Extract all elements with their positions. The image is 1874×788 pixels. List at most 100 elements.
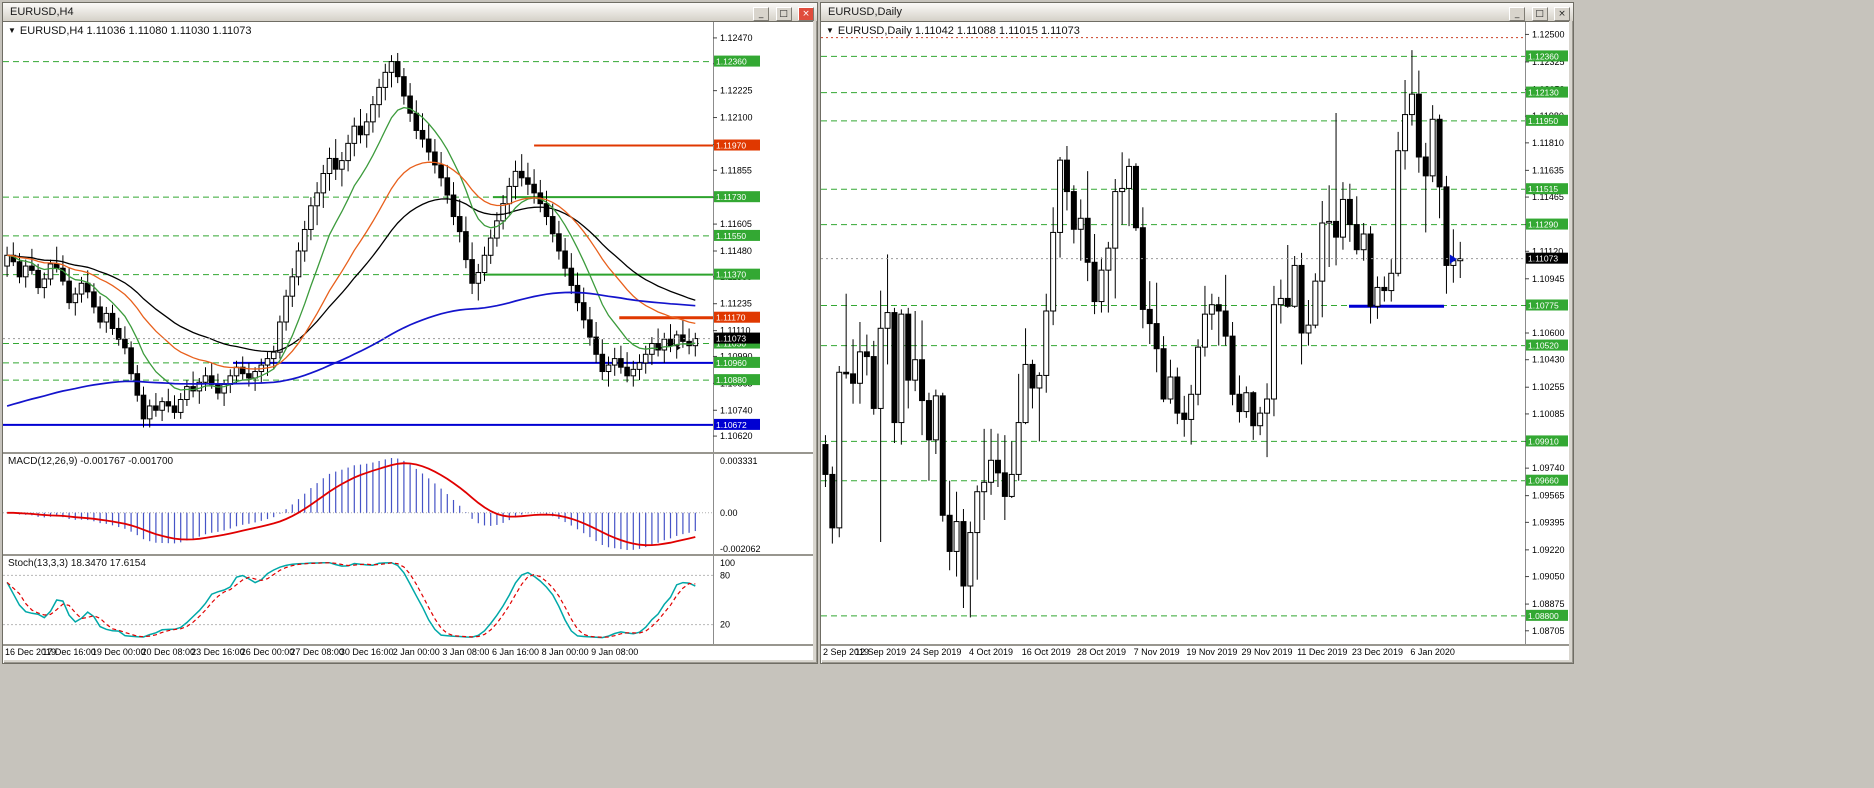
time-label: 24 Sep 2019	[910, 647, 962, 657]
time-label: 6 Jan 16:00	[491, 647, 540, 657]
svg-text:1.09740: 1.09740	[1532, 463, 1565, 473]
panel-separator[interactable]	[821, 644, 1569, 646]
svg-text:1.11480: 1.11480	[720, 246, 752, 256]
time-label: 16 Dec 2019	[5, 647, 57, 657]
svg-text:1.11370: 1.11370	[716, 270, 746, 280]
window-title-daily: EURUSD,Daily	[828, 6, 902, 18]
h4-ohlc-header: ▼ EURUSD,H4 1.11036 1.11080 1.11030 1.110…	[8, 25, 252, 37]
chevron-down-icon[interactable]: ▼	[8, 26, 16, 35]
window-controls-daily: _ □ ×	[1507, 3, 1570, 22]
svg-text:1.10775: 1.10775	[1528, 301, 1559, 311]
stoch-signal-line	[6, 562, 696, 638]
level-lines[interactable]	[821, 37, 1525, 617]
time-label: 8 Jan 00:00	[541, 647, 589, 657]
panel-separator[interactable]	[3, 452, 813, 454]
svg-text:100: 100	[720, 558, 735, 568]
svg-text:1.09660: 1.09660	[1528, 476, 1559, 486]
time-label: 19 Nov 2019	[1186, 647, 1238, 657]
daily-ohlc-text: EURUSD,Daily 1.11042 1.11088 1.11015 1.1…	[837, 25, 1080, 37]
stoch-chart[interactable]: 100 80 20	[3, 556, 813, 644]
svg-text:1.08875: 1.08875	[1532, 599, 1565, 609]
arrow-marker	[658, 345, 663, 351]
daily-ohlc-header: ▼ EURUSD,Daily 1.11042 1.11088 1.11015 1.…	[826, 25, 1080, 37]
svg-text:1.10880: 1.10880	[716, 375, 747, 385]
restore-button[interactable]: □	[775, 7, 792, 22]
svg-text:1.09395: 1.09395	[1532, 517, 1565, 527]
titlebar-daily[interactable]: EURUSD,Daily _ □ ×	[821, 3, 1573, 22]
daily-price-chart[interactable]: 1.125001.123251.121501.119801.118101.116…	[821, 22, 1569, 644]
h4-macd-panel: 0.003331 0.00 -0.002062 MACD(12,26,9) -0.0…	[3, 454, 813, 554]
time-label: 4 Oct 2019	[969, 647, 1014, 657]
svg-text:20: 20	[720, 620, 730, 630]
candles	[822, 50, 1464, 618]
time-label: 7 Nov 2019	[1133, 647, 1180, 657]
svg-text:1.11120: 1.11120	[1532, 246, 1563, 256]
h4-price-chart[interactable]: 1.124701.123501.122251.121001.119751.118…	[3, 22, 813, 452]
svg-text:1.09910: 1.09910	[1528, 436, 1559, 446]
titlebar-h4[interactable]: EURUSD,H4 _ □ ×	[3, 3, 817, 22]
svg-text:1.10672: 1.10672	[716, 420, 747, 430]
svg-text:1.12225: 1.12225	[720, 86, 753, 96]
svg-text:0.003331: 0.003331	[720, 456, 758, 466]
arrow-marker	[1449, 254, 1457, 264]
svg-text:1.10960: 1.10960	[716, 358, 747, 368]
close-button[interactable]: ×	[1554, 7, 1570, 22]
time-label: 29 Nov 2019	[1241, 647, 1293, 657]
svg-text:1.11110: 1.11110	[720, 326, 751, 336]
svg-text:0.00: 0.00	[720, 508, 738, 518]
arrow-marker	[676, 345, 681, 351]
time-label: 26 Dec 00:00	[240, 647, 295, 657]
macd-histogram	[12, 458, 696, 550]
svg-text:1.11730: 1.11730	[716, 192, 746, 202]
svg-text:1.10740: 1.10740	[720, 405, 753, 415]
minimize-button[interactable]: _	[753, 7, 770, 22]
restore-button[interactable]: □	[1531, 7, 1548, 22]
svg-text:1.09565: 1.09565	[1532, 491, 1565, 501]
stoch-header: Stoch(13,3,3) 18.3470 17.6154	[8, 558, 146, 569]
stoch-main-line	[6, 561, 696, 639]
h4-time-axis[interactable]: 16 Dec 2019 17 Dec 16:00 19 Dec 00:00 20 De…	[3, 646, 813, 660]
svg-text:1.11605: 1.11605	[720, 219, 752, 229]
macd-chart[interactable]: 0.003331 0.00 -0.002062	[3, 454, 813, 554]
svg-text:1.10085: 1.10085	[1532, 409, 1565, 419]
time-label: 3 Jan 08:00	[442, 647, 490, 657]
h4-chart-content: 1.124701.123501.122251.121001.119751.118…	[3, 21, 813, 660]
close-button[interactable]: ×	[798, 7, 814, 22]
time-label: 9 Jan 08:00	[591, 647, 639, 657]
time-label: 19 Dec 00:00	[91, 647, 146, 657]
svg-text:1.12500: 1.12500	[1532, 29, 1565, 39]
candles	[4, 52, 699, 428]
minimize-button[interactable]: _	[1509, 7, 1526, 22]
chevron-down-icon[interactable]: ▼	[826, 26, 834, 35]
time-label: 2 Jan 00:00	[392, 647, 440, 657]
svg-text:1.12325: 1.12325	[1532, 57, 1565, 67]
svg-text:1.08705: 1.08705	[1532, 626, 1565, 636]
svg-text:1.11073: 1.11073	[1528, 254, 1558, 264]
svg-text:1.11855: 1.11855	[720, 165, 752, 175]
window-title-h4: EURUSD,H4	[10, 6, 74, 18]
svg-text:1.11950: 1.11950	[1528, 116, 1558, 126]
daily-chart-content: 1.125001.123251.121501.119801.118101.116…	[821, 21, 1569, 660]
panel-separator[interactable]	[3, 644, 813, 646]
time-label: 23 Dec 2019	[1351, 647, 1403, 657]
daily-time-axis[interactable]: 2 Sep 2019 12 Sep 2019 24 Sep 2019 4 Oct 20…	[821, 646, 1569, 660]
time-label: 11 Dec 2019	[1297, 647, 1348, 657]
svg-text:80: 80	[720, 570, 730, 580]
svg-text:1.09220: 1.09220	[1532, 545, 1565, 555]
price-badges: 1.12360 1.12130 1.11950 1.11515 1.11290 1.107…	[1526, 50, 1568, 621]
svg-text:1.11550: 1.11550	[716, 231, 746, 241]
svg-text:1.11170: 1.11170	[716, 313, 746, 323]
ma-line	[6, 291, 696, 407]
window-eurusd-daily: EURUSD,Daily _ □ × 1.125001.123251.12150…	[820, 2, 1574, 664]
svg-text:1.12130: 1.12130	[1528, 88, 1559, 98]
h4-stoch-panel: 100 80 20 Stoch(13,3,3) 18.3470 17.6154	[3, 556, 813, 644]
time-label: 27 Dec 08:00	[290, 647, 344, 657]
svg-text:1.10255: 1.10255	[1532, 382, 1565, 392]
panel-separator[interactable]	[3, 554, 813, 556]
time-label: 2 Sep 2019	[823, 647, 870, 657]
svg-text:1.12360: 1.12360	[716, 57, 747, 67]
h4-price-panel: 1.124701.123501.122251.121001.119751.118…	[3, 22, 813, 452]
svg-text:1.11970: 1.11970	[716, 141, 746, 151]
macd-signal-line	[7, 462, 696, 547]
